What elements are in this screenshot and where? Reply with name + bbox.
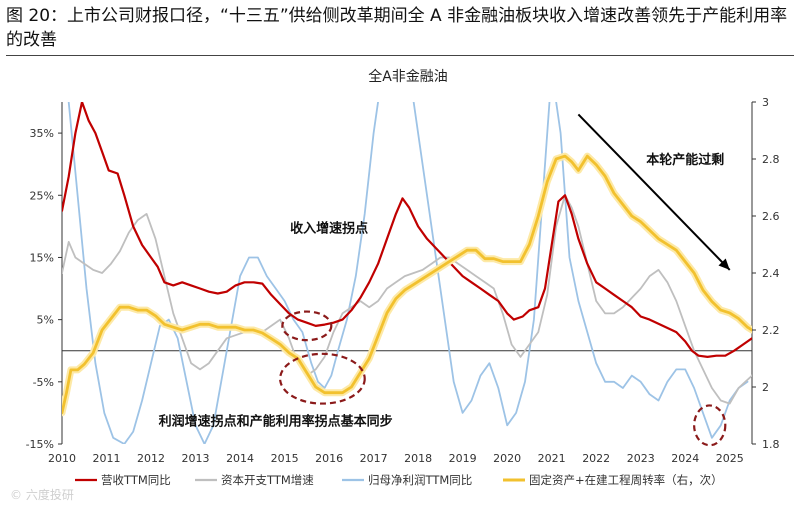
x-tick-label: 2020 xyxy=(493,452,521,465)
x-tick-label: 2017 xyxy=(360,452,388,465)
x-tick-label: 2010 xyxy=(48,452,76,465)
y-right-tick-label: 2.6 xyxy=(762,210,780,223)
y-right-tick-label: 2.8 xyxy=(762,153,780,166)
x-tick-label: 2016 xyxy=(315,452,343,465)
x-tick-label: 2014 xyxy=(226,452,254,465)
chart-legend: 营收TTM同比 资本开支TTM增速 归母净利润TTM同比 固定资产+在建工程周转率（右… xyxy=(75,473,723,487)
y-right-tick-label: 2.4 xyxy=(762,267,780,280)
series-capex-line xyxy=(62,194,752,405)
x-tick-label: 2015 xyxy=(271,452,299,465)
legend-label-revenue: 营收TTM同比 xyxy=(101,473,171,487)
legend-label-profit: 归母净利润TTM同比 xyxy=(368,473,472,487)
y-right-tick-label: 2.2 xyxy=(762,324,780,337)
figure-title: 图 20：上市公司财报口径，“十三五”供给侧改革期间全 A 非金融油板块收入增速… xyxy=(6,6,788,50)
y-right-tick-label: 2 xyxy=(762,381,769,394)
series-revenue-line xyxy=(62,102,752,358)
x-tick-label: 2025 xyxy=(716,452,744,465)
title-rule xyxy=(6,55,794,56)
y-right-tick-label: 1.8 xyxy=(762,438,780,451)
x-tick-label: 2022 xyxy=(582,452,610,465)
series-clip-group xyxy=(62,102,752,444)
legend-label-capex: 资本开支TTM增速 xyxy=(221,473,314,487)
x-tick-label: 2012 xyxy=(137,452,165,465)
chart-annotation: 本轮产能过剩 xyxy=(646,152,724,168)
chart-annotation: 收入增速拐点 xyxy=(290,221,368,237)
series-layer xyxy=(62,102,752,444)
line-chart: 全A非金融油 35% 25% 15% 5% -5% -15% 1.8 2 2.2 2.4 2.6 2.… xyxy=(26,68,780,487)
trend-arrow-head xyxy=(718,258,730,270)
x-tick-label: 2013 xyxy=(182,452,210,465)
legend-label-turnover: 固定资产+在建工程周转率（右，次） xyxy=(529,473,723,487)
watermark: © 六度投研 xyxy=(10,488,74,502)
highlight-ellipse xyxy=(281,310,333,342)
x-tick-label: 2018 xyxy=(404,452,432,465)
y-left-tick-label: 5% xyxy=(37,314,54,327)
y-left-tick-label: 25% xyxy=(30,189,54,202)
y-left-tick-label: 35% xyxy=(30,127,54,140)
y-left-tick-label: -5% xyxy=(33,376,54,389)
chart-title: 全A非金融油 xyxy=(368,68,448,85)
y-right-tick-label: 3 xyxy=(762,96,769,109)
trend-arrow-line xyxy=(577,113,731,271)
x-tick-label: 2023 xyxy=(627,452,655,465)
highlight-ellipse xyxy=(279,352,366,405)
x-tick-label: 2021 xyxy=(538,452,566,465)
x-tick-label: 2024 xyxy=(671,452,699,465)
chart-annotation: 利润增速拐点和产能利用率拐点基本同步 xyxy=(159,413,393,429)
chart-axes: 35% 25% 15% 5% -5% -15% 1.8 2 2.2 2.4 2.6 2.8 3 2010 2… xyxy=(26,96,780,465)
series-profit-line xyxy=(67,102,749,444)
highlight-ellipse xyxy=(693,404,727,447)
x-tick-label: 2011 xyxy=(93,452,121,465)
y-left-tick-label: 15% xyxy=(30,251,54,264)
x-tick-label: 2019 xyxy=(449,452,477,465)
series-turnover-line xyxy=(62,154,752,415)
y-left-tick-label: -15% xyxy=(26,438,54,451)
